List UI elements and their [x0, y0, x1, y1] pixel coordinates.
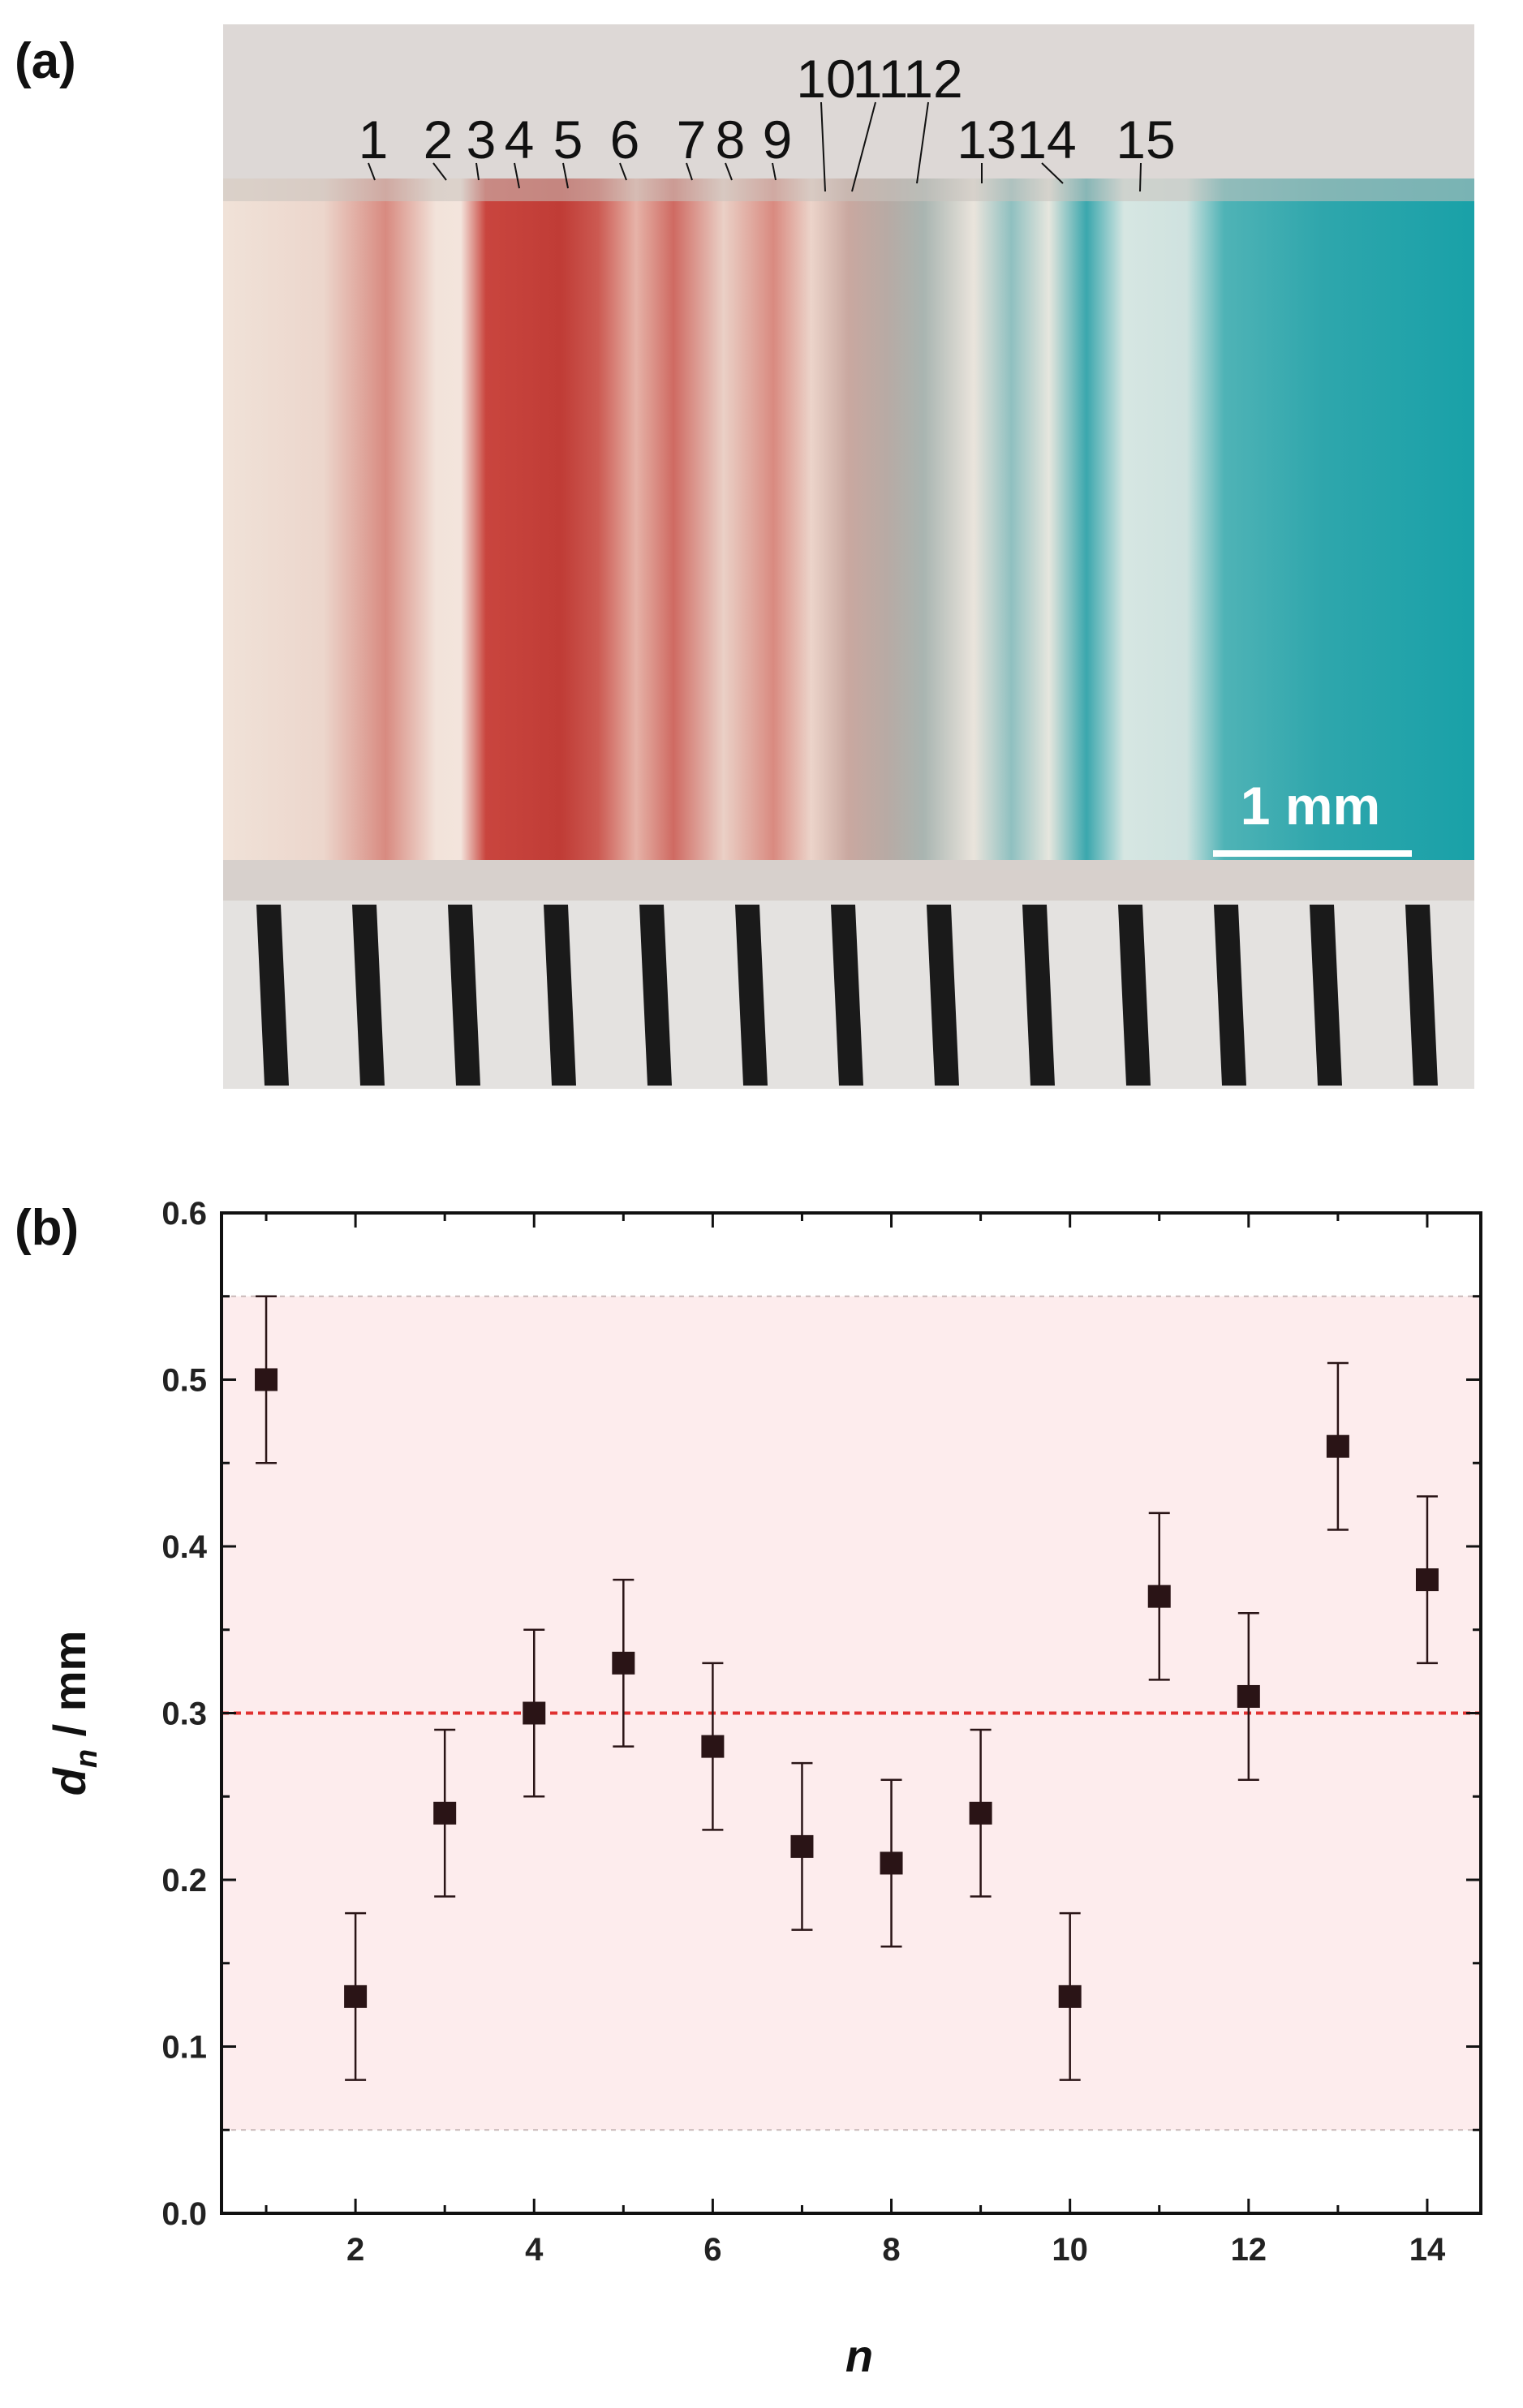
y-tick-label: 0.3	[161, 1696, 207, 1732]
square-marker	[969, 1801, 992, 1825]
data-point	[433, 1728, 457, 1898]
y-axis-title-main: d	[44, 1766, 95, 1795]
square-marker	[1147, 1585, 1171, 1608]
ruler-tick-mark	[1214, 905, 1246, 1086]
square-marker	[344, 1984, 368, 2008]
band-pointer-line	[686, 162, 693, 181]
y-tick-label: 0.2	[161, 1863, 207, 1898]
band-pointer-line	[772, 162, 777, 181]
data-point	[255, 1295, 278, 1464]
ruler-tick-mark	[639, 905, 672, 1086]
x-tick-label: 4	[525, 2232, 544, 2268]
band-pointer-line	[725, 162, 733, 181]
x-tick-label: 2	[346, 2232, 364, 2268]
x-tick-label: 8	[882, 2232, 900, 2268]
square-marker	[255, 1368, 278, 1391]
band-label: 14	[1017, 110, 1076, 170]
ruler-tick-mark	[352, 905, 385, 1086]
x-tick-label: 12	[1231, 2232, 1267, 2268]
panel-b-label: (b)	[15, 1200, 80, 1256]
gel-tube	[223, 178, 1474, 868]
y-axis-title: dn / mm	[44, 1631, 104, 1796]
ruler-tick-mark	[1022, 905, 1055, 1086]
band-pointer-line	[1041, 162, 1064, 184]
ruler-ticks	[256, 905, 1438, 1086]
ruler-tick-mark	[831, 905, 863, 1086]
data-point	[969, 1728, 992, 1898]
x-tick-label: 6	[703, 2232, 721, 2268]
band-label: 3	[467, 110, 497, 170]
ruler-tick-mark	[735, 905, 768, 1086]
y-tick-label: 0.0	[161, 2196, 207, 2232]
square-marker	[880, 1851, 903, 1875]
band-label: 13	[957, 110, 1016, 170]
y-tick-label: 0.5	[161, 1363, 207, 1399]
square-marker	[1058, 1984, 1082, 2008]
x-axis-title: n	[845, 2330, 873, 2381]
scale-bar-label: 1 mm	[1241, 776, 1380, 836]
band-pointer-line	[432, 162, 447, 181]
data-point	[880, 1778, 903, 1948]
band-pointer-line	[514, 162, 520, 189]
band-label: 12	[903, 49, 962, 109]
band-pointer-line	[851, 101, 876, 192]
y-axis-title-sub: n	[70, 1749, 104, 1768]
band-label: 6	[610, 110, 640, 170]
band-label: 4	[505, 110, 535, 170]
data-point	[1237, 1611, 1260, 1781]
tube-top-edge	[223, 178, 1474, 201]
band-label: 7	[677, 110, 707, 170]
band-label: 11	[853, 49, 909, 109]
ruler-tick-mark	[927, 905, 959, 1086]
data-point	[701, 1662, 725, 1831]
square-marker	[523, 1701, 546, 1725]
band-label: 10	[796, 49, 855, 109]
band-pointer-line	[820, 101, 826, 192]
data-point	[1058, 1911, 1082, 2081]
ruler-tick-mark	[1118, 905, 1151, 1086]
square-marker	[433, 1801, 457, 1825]
ruler-tick-mark	[1405, 905, 1438, 1086]
band-pointer-line	[475, 162, 480, 181]
band-pointer-line	[916, 101, 929, 184]
band-label: 15	[1116, 110, 1175, 170]
x-tick-label: 14	[1409, 2232, 1446, 2268]
square-marker	[1415, 1568, 1439, 1592]
band-label: 1	[359, 110, 389, 170]
data-point	[1326, 1361, 1349, 1531]
square-marker	[612, 1651, 635, 1675]
band-pointer-line	[368, 162, 376, 181]
tube-bottom-edge	[223, 860, 1474, 901]
y-axis-title-unit: / mm	[44, 1631, 95, 1749]
data-point	[344, 1911, 368, 2081]
square-marker	[1237, 1684, 1260, 1708]
data-point	[1415, 1495, 1439, 1665]
data-point	[1147, 1511, 1171, 1681]
y-tick-label: 0.1	[161, 2030, 207, 2066]
y-tick-label: 0.4	[161, 1529, 207, 1565]
ruler-tick-mark	[448, 905, 480, 1086]
ruler-tick-mark	[256, 905, 289, 1086]
ruler-tick-mark	[1310, 905, 1342, 1086]
band-label: 5	[553, 110, 583, 170]
band-label: 8	[716, 110, 746, 170]
square-marker	[701, 1735, 725, 1758]
band-label: 2	[424, 110, 454, 170]
band-label: 9	[763, 110, 793, 170]
band-pointer-line	[619, 162, 627, 181]
data-point	[790, 1761, 814, 1931]
band-pointer-line	[1139, 162, 1142, 192]
y-tick-label: 0.6	[161, 1196, 207, 1232]
panel-a-label: (a)	[15, 33, 76, 89]
square-marker	[1326, 1434, 1349, 1458]
band-pointer-line	[562, 162, 569, 189]
ruler-tick-mark	[544, 905, 576, 1086]
x-tick-label: 10	[1052, 2232, 1088, 2268]
data-point	[612, 1578, 635, 1748]
data-point	[523, 1628, 546, 1798]
square-marker	[790, 1834, 814, 1858]
